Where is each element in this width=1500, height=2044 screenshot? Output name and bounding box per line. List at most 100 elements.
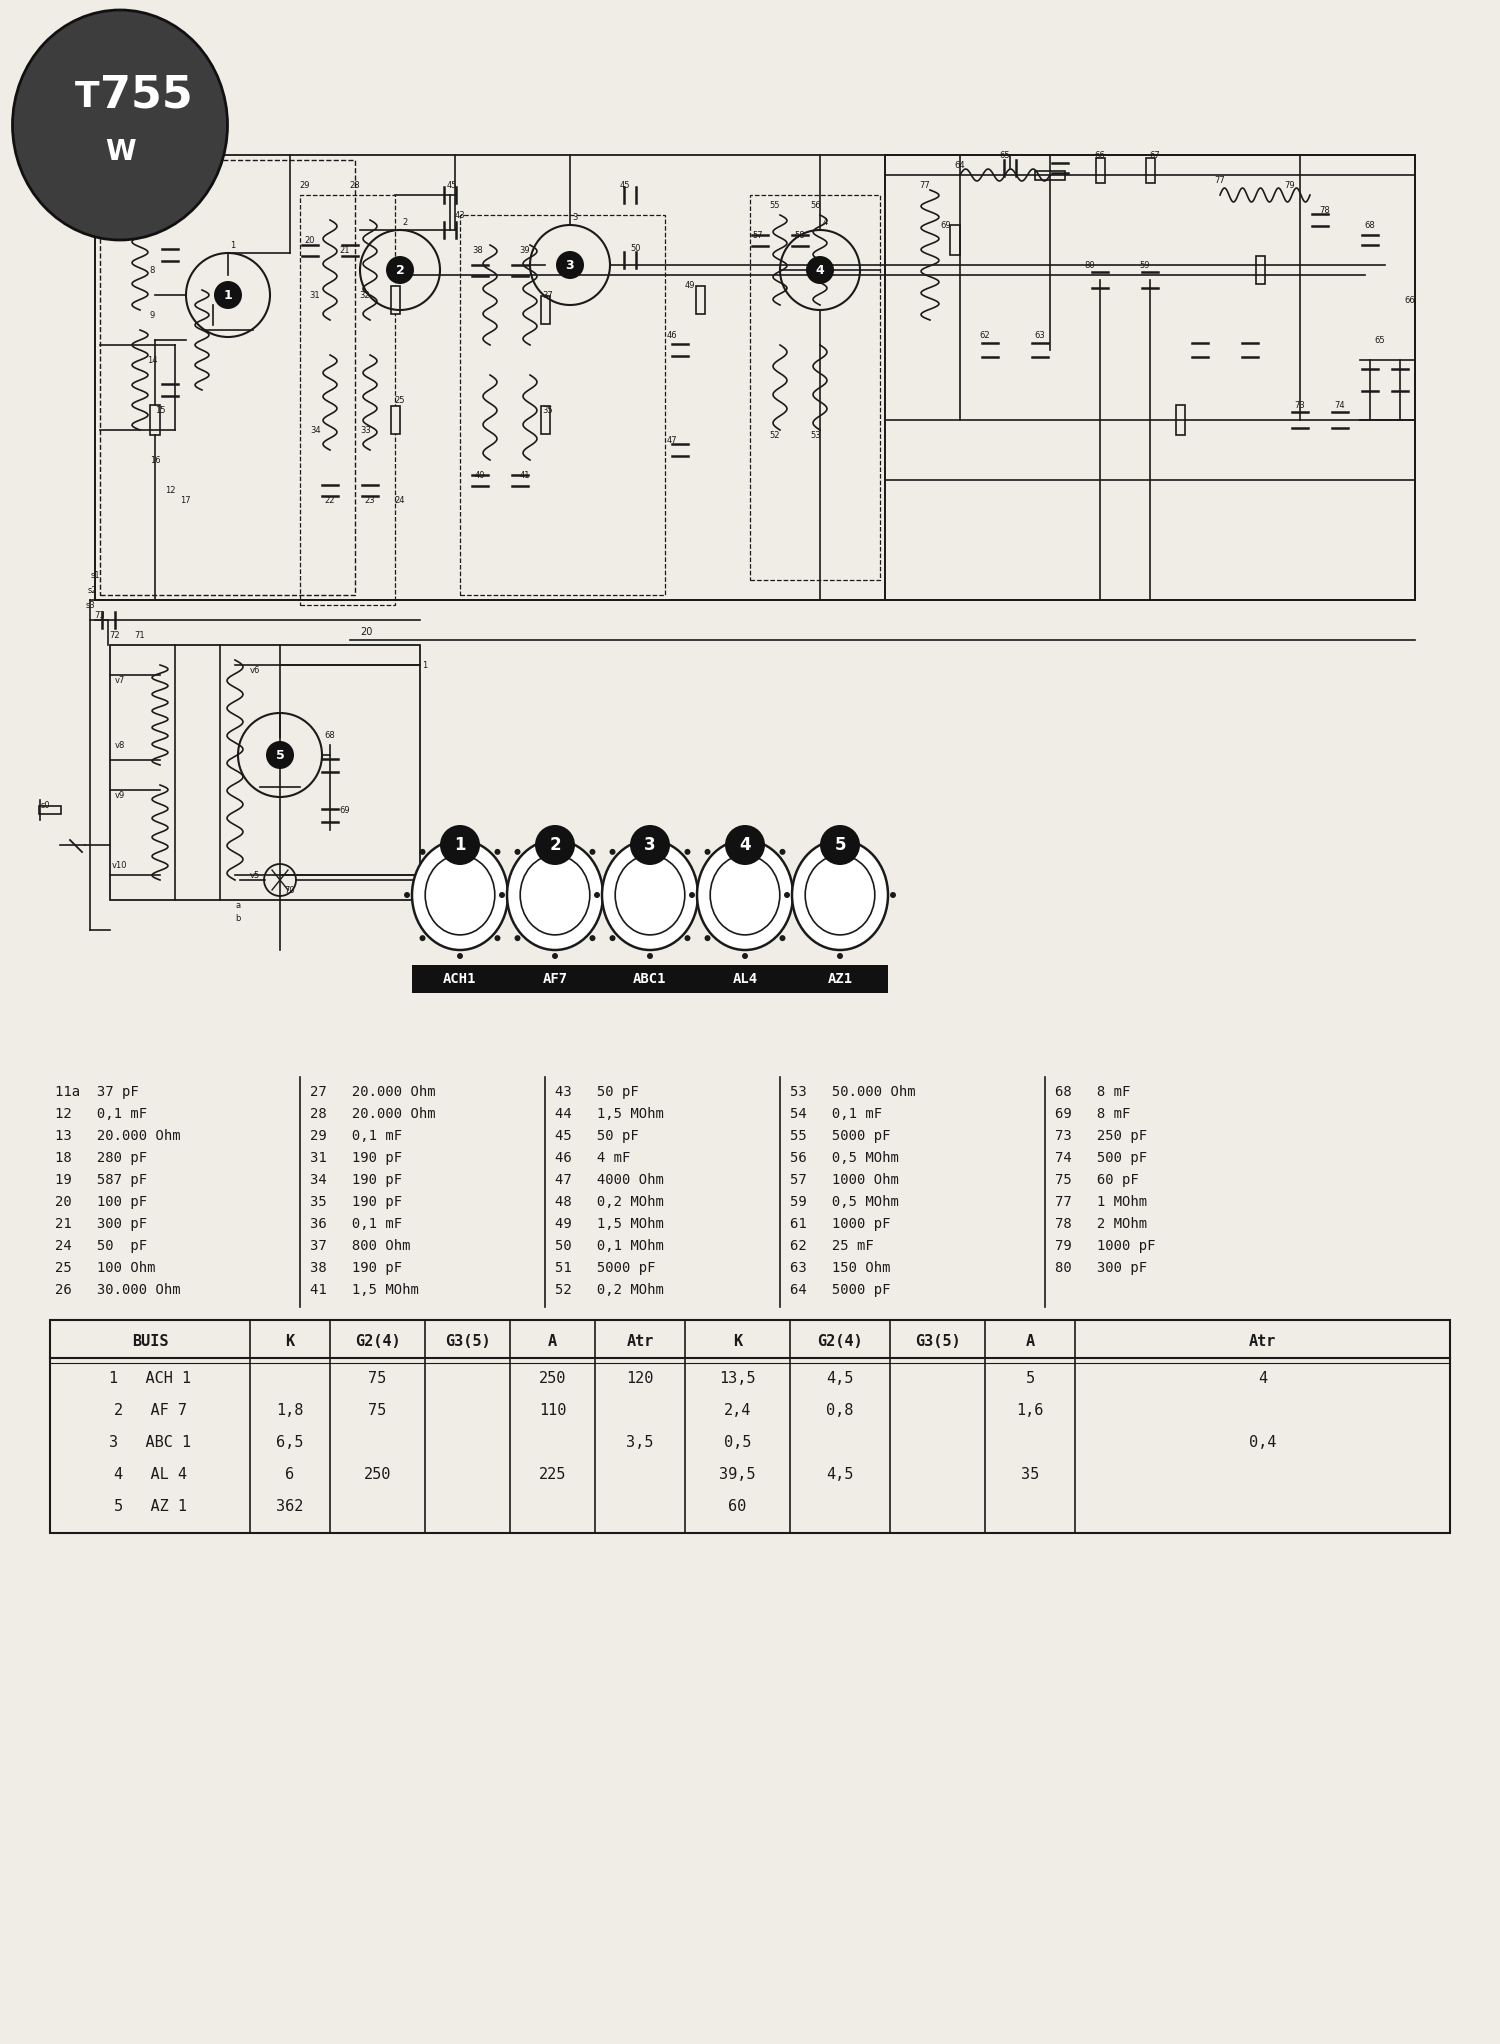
Circle shape: [646, 832, 652, 836]
Text: 16: 16: [150, 456, 160, 464]
Text: 21: 21: [339, 245, 350, 256]
Text: 31   190 pF: 31 190 pF: [310, 1151, 402, 1165]
Text: Atr: Atr: [627, 1333, 654, 1349]
Text: 78: 78: [1320, 206, 1330, 215]
Text: 120: 120: [627, 1372, 654, 1386]
Text: 29   0,1 mF: 29 0,1 mF: [310, 1128, 402, 1143]
Text: 12   0,1 mF: 12 0,1 mF: [56, 1108, 147, 1120]
Text: 69: 69: [339, 805, 351, 814]
Circle shape: [552, 832, 558, 836]
Circle shape: [705, 936, 711, 940]
Text: 56   0,5 MOhm: 56 0,5 MOhm: [790, 1151, 898, 1165]
Circle shape: [890, 891, 896, 897]
Text: 65: 65: [1374, 335, 1386, 345]
Text: 225: 225: [538, 1468, 566, 1482]
Text: 1   ACH 1: 1 ACH 1: [110, 1372, 190, 1386]
Text: 79: 79: [1284, 180, 1296, 190]
Bar: [390, 407, 399, 433]
Text: 110: 110: [538, 1402, 566, 1419]
Bar: [413, 965, 509, 993]
Text: v10: v10: [112, 861, 128, 869]
Text: 53   50.000 Ohm: 53 50.000 Ohm: [790, 1085, 915, 1100]
Circle shape: [590, 936, 596, 940]
Text: 63   150 Ohm: 63 150 Ohm: [790, 1261, 891, 1275]
Text: 1: 1: [224, 288, 232, 303]
Text: 6: 6: [285, 1468, 294, 1482]
Text: 4   AL 4: 4 AL 4: [114, 1468, 186, 1482]
Text: 20: 20: [304, 235, 315, 245]
Text: 70: 70: [285, 885, 296, 895]
Text: 45: 45: [620, 180, 630, 190]
Text: G3(5): G3(5): [444, 1333, 491, 1349]
Text: 3: 3: [566, 258, 574, 272]
Text: 78   2 MOhm: 78 2 MOhm: [1054, 1216, 1148, 1230]
Text: 35: 35: [543, 405, 554, 415]
Text: 75: 75: [369, 1402, 387, 1419]
Circle shape: [420, 936, 426, 940]
Bar: [39, 805, 62, 814]
Bar: [540, 296, 549, 325]
Text: 20   100 pF: 20 100 pF: [56, 1196, 147, 1208]
Text: 37: 37: [543, 290, 554, 300]
Text: 41   1,5 MOhm: 41 1,5 MOhm: [310, 1284, 419, 1298]
Text: 73: 73: [1294, 401, 1305, 409]
Text: 1: 1: [454, 836, 465, 854]
Text: v8: v8: [116, 740, 124, 750]
Text: 55: 55: [770, 200, 780, 208]
Circle shape: [780, 936, 786, 940]
Text: 1: 1: [423, 660, 427, 670]
Bar: [1176, 405, 1185, 435]
Bar: [1035, 170, 1065, 180]
Text: 45: 45: [447, 180, 458, 190]
Text: G2(4): G2(4): [354, 1333, 401, 1349]
Text: 4,5: 4,5: [827, 1468, 854, 1482]
Text: 5: 5: [834, 836, 846, 854]
Text: 1,8: 1,8: [276, 1402, 303, 1419]
Circle shape: [495, 936, 501, 940]
Circle shape: [458, 953, 464, 959]
Circle shape: [536, 826, 574, 865]
Text: 26   30.000 Ohm: 26 30.000 Ohm: [56, 1284, 180, 1298]
Text: K: K: [285, 1333, 294, 1349]
Circle shape: [404, 891, 410, 897]
Circle shape: [742, 832, 748, 836]
Text: 28: 28: [350, 180, 360, 190]
Text: 1: 1: [231, 241, 236, 249]
Ellipse shape: [12, 10, 228, 239]
Text: A: A: [548, 1333, 556, 1349]
Text: 77   1 MOhm: 77 1 MOhm: [1054, 1196, 1148, 1208]
Text: 75: 75: [369, 1372, 387, 1386]
Circle shape: [724, 826, 765, 865]
Text: 32: 32: [360, 290, 370, 300]
Text: 25   100 Ohm: 25 100 Ohm: [56, 1261, 156, 1275]
Text: 5: 5: [1026, 1372, 1035, 1386]
Circle shape: [420, 848, 426, 854]
Circle shape: [630, 826, 670, 865]
Text: s2: s2: [87, 585, 98, 595]
Circle shape: [386, 256, 414, 284]
Text: 39,5: 39,5: [720, 1468, 756, 1482]
Text: 37   800 Ohm: 37 800 Ohm: [310, 1239, 411, 1253]
Text: 10: 10: [170, 176, 180, 184]
Text: 34: 34: [310, 425, 321, 435]
Text: 69: 69: [940, 221, 951, 229]
Text: AF7: AF7: [543, 973, 567, 985]
Text: 47   4000 Ohm: 47 4000 Ohm: [555, 1173, 664, 1188]
Text: 46: 46: [666, 331, 678, 339]
Text: 0,5: 0,5: [724, 1435, 752, 1449]
Bar: [507, 965, 603, 993]
Text: 31: 31: [309, 290, 321, 300]
Text: 28   20.000 Ohm: 28 20.000 Ohm: [310, 1108, 435, 1120]
Text: s3: s3: [86, 601, 94, 609]
Text: 21   300 pF: 21 300 pF: [56, 1216, 147, 1230]
Text: 76: 76: [110, 159, 120, 168]
Text: 22: 22: [324, 495, 336, 505]
Text: 3: 3: [102, 196, 108, 204]
Text: 75: 75: [135, 164, 146, 174]
Circle shape: [742, 953, 748, 959]
Text: ACH1: ACH1: [444, 973, 477, 985]
Text: 4,5: 4,5: [827, 1372, 854, 1386]
Text: 44   1,5 MOhm: 44 1,5 MOhm: [555, 1108, 664, 1120]
Bar: [1095, 157, 1104, 182]
Text: 46   4 mF: 46 4 mF: [555, 1151, 630, 1165]
